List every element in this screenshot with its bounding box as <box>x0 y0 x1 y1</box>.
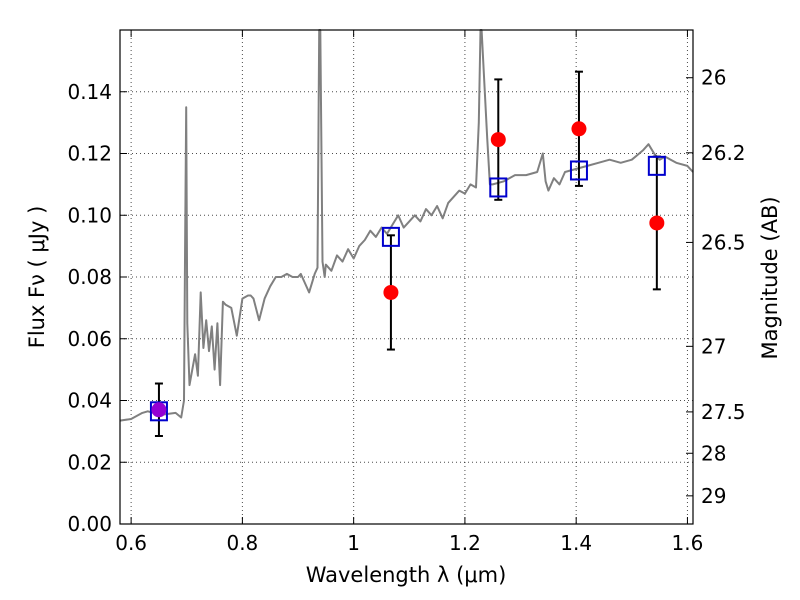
y-tick-label: 0.08 <box>67 265 112 289</box>
data-point <box>571 121 587 137</box>
data-point <box>649 215 665 231</box>
spectrum-layer <box>119 29 694 422</box>
mag-tick-label: 26 <box>701 66 726 90</box>
mag-tick-label: 28 <box>701 441 726 465</box>
data-point <box>383 284 399 300</box>
y-axis-label: Flux Fν ( μJy ) <box>25 206 49 349</box>
mag-tick-label: 27 <box>701 334 726 358</box>
mag-tick-label: 26.2 <box>701 141 746 165</box>
model-point <box>569 160 588 181</box>
mag-tick-label: 26.5 <box>701 230 746 254</box>
points-layer <box>149 70 666 438</box>
plot-frame <box>119 29 694 525</box>
y-tick-label: 0.04 <box>67 389 112 413</box>
mag-tick-label: 29 <box>701 484 726 508</box>
x-tick-label: 1.4 <box>560 531 592 555</box>
grid-layer <box>120 30 693 524</box>
model-point <box>489 177 508 198</box>
y-tick-label: 0.00 <box>67 512 112 536</box>
y-tick-label: 0.10 <box>67 203 112 227</box>
model-point <box>381 226 400 247</box>
spectrum-line <box>119 29 694 422</box>
y-tick-label: 0.12 <box>67 142 112 166</box>
y-tick-label: 0.14 <box>67 80 112 104</box>
mag-tick-label: 27.5 <box>701 400 746 424</box>
x-tick-label: 0.6 <box>115 531 147 555</box>
data-point <box>490 132 506 148</box>
y-tick-label: 0.02 <box>67 450 112 474</box>
y-tick-label: 0.06 <box>67 327 112 351</box>
x-tick-label: 0.8 <box>226 531 258 555</box>
y-axis-label-right: Magnitude (AB) <box>758 196 782 359</box>
model-point <box>647 155 666 176</box>
x-tick-label: 1.2 <box>449 531 481 555</box>
data-point <box>151 402 167 418</box>
x-tick-label: 1 <box>347 531 360 555</box>
x-tick-label: 1.6 <box>672 531 704 555</box>
ticks-layer: 0.6 0.8 1 1.2 1.4 1.6 0.00 0.02 0.04 0.06 0.08 0.10… <box>67 30 746 555</box>
x-axis-label: Wavelength λ (μm) <box>306 563 507 587</box>
